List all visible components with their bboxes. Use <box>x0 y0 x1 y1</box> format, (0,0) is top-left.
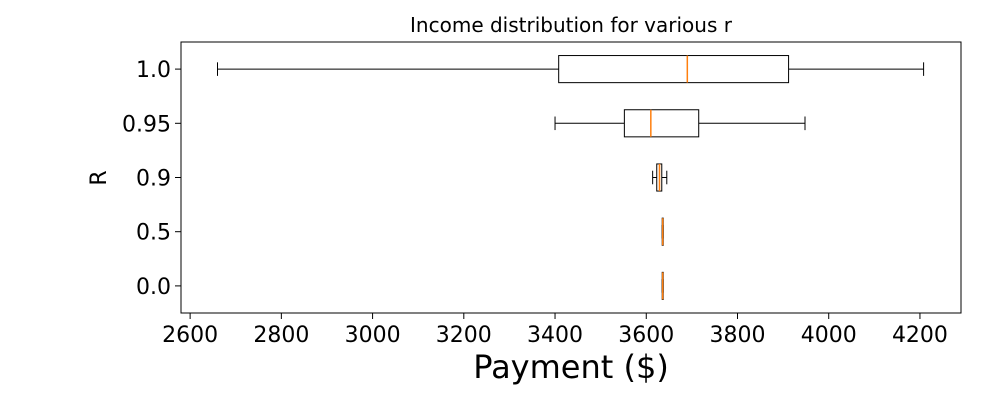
y-tick-label: 1.0 <box>136 58 171 83</box>
x-tick-label: 3400 <box>527 323 583 348</box>
x-tick-label: 3600 <box>618 323 674 348</box>
y-tick-label: 0.5 <box>136 221 171 246</box>
x-tick-label: 3800 <box>709 323 765 348</box>
box-group-1-0 <box>216 55 925 84</box>
y-axis-label: R <box>87 170 112 185</box>
y-tick-label: 0.0 <box>136 275 171 300</box>
x-tick-label: 3000 <box>345 323 401 348</box>
box-group-0-5 <box>661 217 664 246</box>
chart-title: Income distribution for various r <box>410 13 733 37</box>
x-axis-label: Payment ($) <box>473 348 669 386</box>
x-tick-label: 3200 <box>436 323 492 348</box>
box-group-0-9 <box>652 163 668 192</box>
plot-area <box>216 55 925 300</box>
y-tick-label: 0.9 <box>136 167 171 192</box>
x-tick-label: 4200 <box>892 323 948 348</box>
box <box>558 55 790 84</box>
x-tick-label: 4000 <box>801 323 857 348</box>
box-group-0-95 <box>554 109 806 138</box>
x-tick-label: 2600 <box>162 323 218 348</box>
box <box>623 109 700 138</box>
y-tick-label: 0.95 <box>122 112 171 137</box>
x-tick-label: 2800 <box>253 323 309 348</box>
box-group-0-0 <box>661 271 664 300</box>
